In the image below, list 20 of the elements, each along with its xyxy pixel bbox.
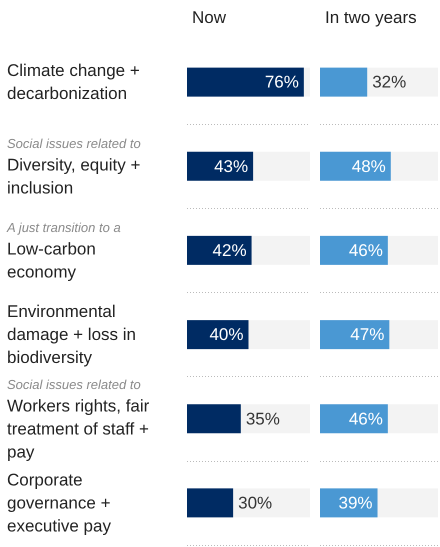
data-label: 40% bbox=[209, 325, 244, 344]
y-tick-label: Social issues related to Workers rights, fair treatment of staff + pay bbox=[7, 376, 150, 462]
data-label: 39% bbox=[338, 493, 373, 512]
data-label: 47% bbox=[350, 325, 384, 344]
data-label: 32% bbox=[372, 72, 406, 92]
chart-title: Now bbox=[192, 8, 227, 27]
data-label: 42% bbox=[212, 240, 247, 260]
y-tick-label: Climate change + decarbonization bbox=[7, 61, 140, 104]
y-tick-label: A just transition to a Low-carbon economy bbox=[6, 220, 121, 282]
data-label: 48% bbox=[352, 156, 386, 176]
data-label: 43% bbox=[214, 156, 248, 176]
y-tick-label: Corporate governance + executive pay bbox=[7, 470, 112, 536]
chart-title: In two years bbox=[325, 8, 417, 27]
data-label: 30% bbox=[238, 493, 272, 512]
data-label: 76% bbox=[264, 72, 299, 92]
data-label: 46% bbox=[348, 409, 383, 428]
y-tick-label: Environmental damage + loss in biodiversity bbox=[7, 302, 136, 368]
data-label: 35% bbox=[246, 409, 280, 428]
data-label: 46% bbox=[348, 240, 383, 260]
y-tick-label: Social issues related to Diversity, equity + inclusion bbox=[7, 136, 141, 198]
